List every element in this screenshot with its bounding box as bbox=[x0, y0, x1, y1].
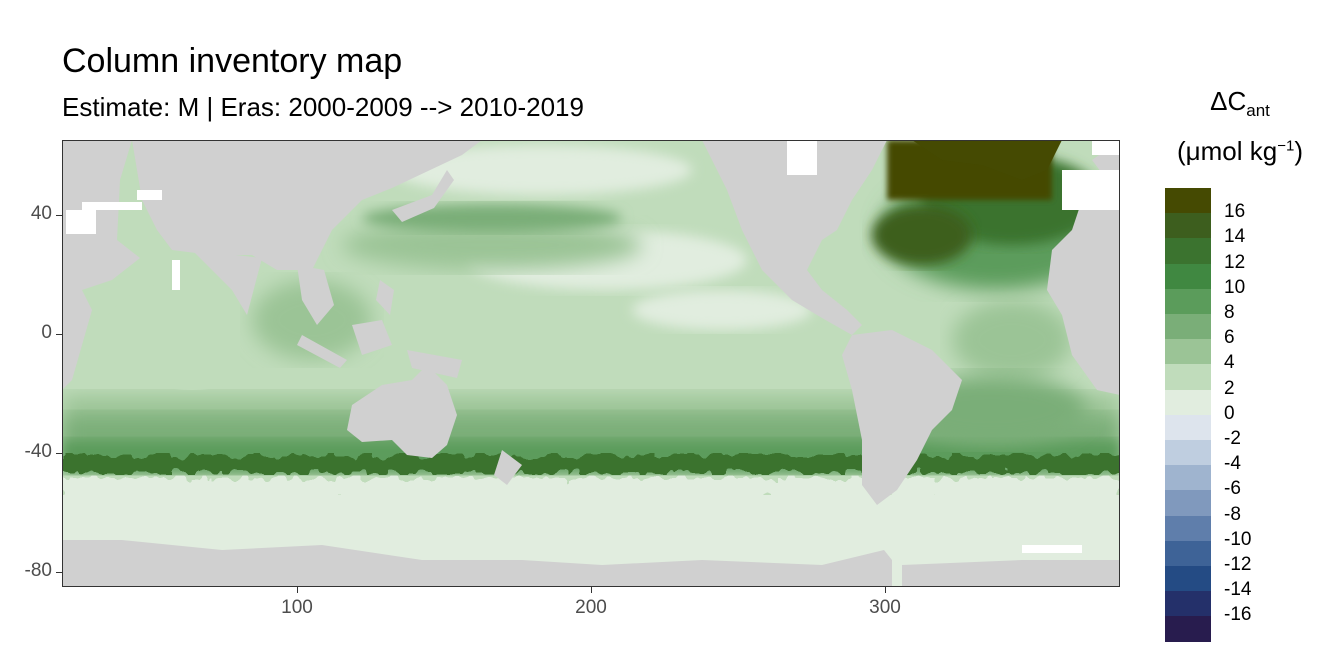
map-panel bbox=[62, 140, 1120, 587]
map-title: Column inventory map bbox=[62, 42, 403, 80]
legend-swatch bbox=[1165, 566, 1211, 592]
legend-swatch bbox=[1165, 414, 1211, 440]
legend-label: 2 bbox=[1224, 377, 1235, 399]
x-tick bbox=[885, 587, 886, 593]
legend-label: -6 bbox=[1224, 478, 1241, 500]
gulf-stream bbox=[872, 205, 972, 265]
x-tick-label: 300 bbox=[869, 597, 901, 618]
x-tick-label: 100 bbox=[281, 597, 313, 618]
legend-label: -12 bbox=[1224, 554, 1252, 575]
legend-label: -2 bbox=[1224, 428, 1241, 449]
legend-swatch bbox=[1165, 364, 1211, 390]
legend-label: -14 bbox=[1224, 579, 1252, 601]
y-tick-label: 0 bbox=[41, 322, 52, 343]
legend-label: 6 bbox=[1224, 327, 1235, 349]
missing-patch bbox=[172, 260, 180, 290]
legend-label: 12 bbox=[1224, 251, 1246, 273]
map-subtitle: Estimate: M | Eras: 2000-2009 --> 2010-2… bbox=[62, 92, 584, 122]
borneo bbox=[352, 320, 392, 355]
missing-patch bbox=[1062, 170, 1120, 210]
legend-label: 10 bbox=[1224, 276, 1246, 298]
legend-swatch bbox=[1165, 440, 1211, 466]
legend-swatch bbox=[1165, 490, 1211, 516]
y-tick bbox=[56, 334, 62, 335]
greenland bbox=[912, 140, 1062, 180]
indian-ocean-mid bbox=[252, 280, 372, 360]
missing-patch bbox=[82, 202, 142, 210]
ocean-fields bbox=[62, 140, 1120, 587]
legend-swatch bbox=[1165, 540, 1211, 566]
legend-label: 8 bbox=[1224, 302, 1235, 323]
missing-data bbox=[66, 140, 1120, 553]
y-tick-label: -40 bbox=[24, 441, 52, 462]
legend-swatch bbox=[1165, 515, 1211, 541]
india bbox=[192, 250, 262, 315]
missing-patch bbox=[787, 140, 817, 175]
antarctica-east bbox=[902, 560, 1120, 587]
asia bbox=[132, 140, 482, 270]
x-tick-label: 200 bbox=[575, 597, 607, 618]
philippines bbox=[376, 280, 394, 315]
missing-patch bbox=[137, 190, 162, 200]
legend-swatch bbox=[1165, 591, 1211, 617]
legend-label: 0 bbox=[1224, 402, 1235, 424]
legend-label: -10 bbox=[1224, 528, 1252, 550]
y-tick bbox=[56, 215, 62, 216]
tropical-atlantic bbox=[952, 300, 1072, 380]
legend-label: -8 bbox=[1224, 503, 1241, 525]
legend-title: ΔCant bbox=[1210, 86, 1270, 121]
legend-swatch bbox=[1165, 238, 1211, 264]
pacific-pale-patch-2 bbox=[632, 290, 812, 330]
antarctica bbox=[62, 540, 892, 587]
legend-unit: (μmol kg−1) bbox=[1177, 136, 1303, 166]
legend-label: -16 bbox=[1224, 604, 1252, 626]
south-mottle bbox=[62, 478, 1120, 500]
legend-swatch bbox=[1165, 188, 1211, 214]
y-tick-label: -80 bbox=[24, 560, 52, 581]
sumatra bbox=[297, 335, 347, 368]
south-band-4 bbox=[62, 455, 1120, 473]
indian-ocean-light bbox=[102, 280, 282, 390]
south-america bbox=[842, 330, 962, 505]
indochina bbox=[297, 265, 334, 325]
new-zealand bbox=[494, 450, 522, 485]
new-guinea bbox=[407, 350, 462, 378]
legend-label: 14 bbox=[1224, 226, 1246, 248]
legend-swatch bbox=[1165, 314, 1211, 340]
australia bbox=[347, 365, 457, 458]
missing-patch bbox=[1092, 140, 1120, 155]
japan bbox=[392, 170, 454, 222]
legend-swatch bbox=[1165, 213, 1211, 239]
legend-swatch bbox=[1165, 389, 1211, 415]
missing-patch bbox=[66, 210, 96, 234]
x-tick bbox=[591, 587, 592, 593]
y-tick bbox=[56, 453, 62, 454]
north-pacific-pale bbox=[392, 145, 692, 195]
legend-label: 16 bbox=[1224, 201, 1246, 223]
y-tick-label: 40 bbox=[30, 203, 52, 224]
legend-swatch bbox=[1165, 465, 1211, 491]
north-pacific-band bbox=[342, 220, 642, 270]
x-tick bbox=[297, 587, 298, 593]
legend-swatch bbox=[1165, 288, 1211, 314]
ocean-map bbox=[62, 140, 1120, 587]
legend-label: -4 bbox=[1224, 453, 1241, 475]
legend-label: 4 bbox=[1224, 352, 1235, 374]
legend-swatch bbox=[1165, 263, 1211, 289]
missing-patch bbox=[1022, 545, 1082, 553]
africa bbox=[62, 140, 140, 390]
y-tick bbox=[56, 572, 62, 573]
north-america bbox=[702, 140, 887, 335]
legend-swatch bbox=[1165, 616, 1211, 642]
legend-swatch bbox=[1165, 339, 1211, 365]
